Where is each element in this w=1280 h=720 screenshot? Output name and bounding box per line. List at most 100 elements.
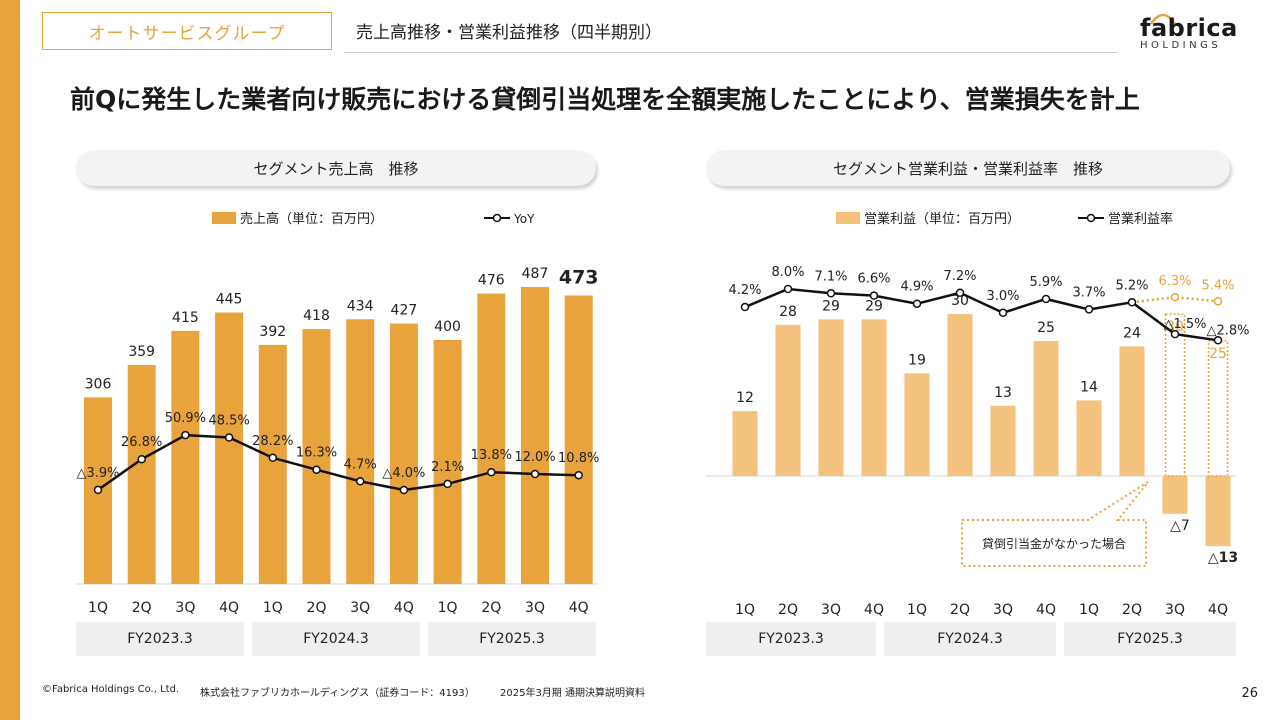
margin-label: 7.2% xyxy=(943,269,976,284)
bar-value-label: 12 xyxy=(736,390,754,406)
bar-value-label: 25 xyxy=(1037,320,1055,336)
margin-label: 3.0% xyxy=(986,289,1019,304)
fy-label: FY2025.3 xyxy=(1064,622,1236,656)
margin-label: 4.9% xyxy=(900,280,933,295)
yoy-label: 2.1% xyxy=(431,460,464,475)
bar xyxy=(389,323,418,584)
bar-value-label: 415 xyxy=(172,310,199,326)
bar xyxy=(346,319,375,584)
yoy-label: 28.2% xyxy=(252,434,293,449)
bar-value-label: 29 xyxy=(865,298,883,314)
margin-point xyxy=(869,291,879,300)
margin-label: 3.7% xyxy=(1072,285,1105,300)
yoy-point xyxy=(181,430,190,440)
bar xyxy=(564,295,593,584)
bar-value-label: 476 xyxy=(478,273,505,289)
margin-label: 7.1% xyxy=(814,269,847,284)
yoy-point xyxy=(312,465,321,474)
bar xyxy=(258,344,287,584)
margin-alt-point xyxy=(1170,292,1180,302)
x-tick-label: 3Q xyxy=(821,602,841,618)
company-logo: fabrica HOLDINGS xyxy=(1140,14,1250,51)
yoy-point xyxy=(355,477,365,486)
x-tick-label: 4Q xyxy=(864,602,884,618)
yoy-label: 10.8% xyxy=(558,451,599,466)
yoy-label: 48.5% xyxy=(208,414,249,429)
section-tag: オートサービスグループ xyxy=(42,12,332,50)
yoy-point xyxy=(399,485,409,495)
margin-label: 5.2% xyxy=(1115,278,1148,293)
left-chart-title: セグメント売上高 推移 xyxy=(76,150,596,186)
bar-value-label: 473 xyxy=(559,266,599,288)
x-tick-label: 1Q xyxy=(263,600,283,616)
yoy-point xyxy=(93,485,103,495)
logo-wordmark: fabrica xyxy=(1140,14,1238,42)
yoy-label: 12.0% xyxy=(514,450,555,465)
legend-marker-yoy xyxy=(492,213,502,223)
yoy-line xyxy=(97,433,579,492)
legend-swatch-profit xyxy=(836,212,860,224)
x-tick-label: 1Q xyxy=(735,602,755,618)
x-tick-label: 2Q xyxy=(307,600,327,616)
margin-alt-label: 5.4% xyxy=(1201,278,1234,293)
bar xyxy=(521,286,549,584)
header-divider xyxy=(344,52,1118,53)
legend-marker-margin xyxy=(1086,213,1096,223)
bar xyxy=(215,312,244,584)
x-tick-label: 4Q xyxy=(394,600,414,616)
margin-point xyxy=(826,289,836,298)
legend-label-profit: 営業利益（単位：百万円） xyxy=(864,211,1020,227)
margin-alt-point xyxy=(1213,297,1223,306)
x-tick-label: 2Q xyxy=(132,600,152,616)
bar xyxy=(947,314,973,476)
bar xyxy=(775,324,801,476)
x-tick-label: 3Q xyxy=(525,600,545,616)
bar-value-label: 427 xyxy=(391,303,418,319)
x-tick-label: 4Q xyxy=(569,600,589,616)
bar xyxy=(302,329,331,584)
x-tick-label: 3Q xyxy=(175,600,195,616)
page-subtitle: 売上高推移・営業利益推移（四半期別） xyxy=(356,23,662,43)
legend-label-sales: 売上高（単位：百万円） xyxy=(240,211,383,227)
legend-label-yoy: YoY xyxy=(513,212,535,226)
x-tick-label: 2Q xyxy=(778,602,798,618)
x-tick-label: 1Q xyxy=(88,600,108,616)
right-chart-title: セグメント営業利益・営業利益率 推移 xyxy=(706,150,1230,186)
bar xyxy=(1076,400,1102,476)
yoy-label: 16.3% xyxy=(296,446,337,461)
margin-point xyxy=(1084,305,1094,314)
bar-value-label: 359 xyxy=(128,344,155,360)
x-tick-label: 1Q xyxy=(1079,602,1099,618)
yoy-label: △4.0% xyxy=(382,466,425,481)
logo-mark-icon xyxy=(1150,13,1176,25)
bar-value-label: 306 xyxy=(85,376,112,392)
margin-label: 6.6% xyxy=(857,272,890,287)
left-accent-bar xyxy=(0,0,20,720)
bar xyxy=(1033,341,1059,476)
yoy-label: 13.8% xyxy=(471,448,512,463)
bar-value-label: 30 xyxy=(951,293,969,309)
yoy-point xyxy=(137,454,146,464)
annotation-text: 貸倒引当金がなかった場合 xyxy=(982,536,1126,551)
bar-value-label: 418 xyxy=(303,308,330,324)
x-tick-label: 2Q xyxy=(950,602,970,618)
x-tick-label: 4Q xyxy=(219,600,239,616)
footer-copyright: ©Fabrica Holdings Co., Ltd. xyxy=(42,684,180,695)
footer-document: 2025年3月期 通期決算説明資料 xyxy=(500,688,645,699)
fy-label: FY2024.3 xyxy=(884,622,1056,656)
margin-label: 5.9% xyxy=(1029,275,1062,290)
bar-alt-label: 25 xyxy=(1209,346,1227,362)
bar xyxy=(477,293,506,584)
bar xyxy=(1205,476,1231,547)
bar-value-label: △7 xyxy=(1170,518,1190,534)
bar-value-label: 392 xyxy=(259,324,286,340)
bar-value-label: 29 xyxy=(822,298,840,314)
page-headline: 前Qに発生した業者向け販売における貸倒引当処理を全額実施したことにより、営業損失… xyxy=(70,85,1140,114)
bar-value-label: 400 xyxy=(434,319,461,335)
x-tick-label: 3Q xyxy=(993,602,1013,618)
bar xyxy=(1119,346,1145,476)
margin-label: △2.8% xyxy=(1206,323,1249,338)
yoy-point xyxy=(268,453,278,463)
footer-company: 株式会社ファブリカホールディングス（証券コード：4193） xyxy=(200,688,475,699)
bar xyxy=(990,405,1016,476)
